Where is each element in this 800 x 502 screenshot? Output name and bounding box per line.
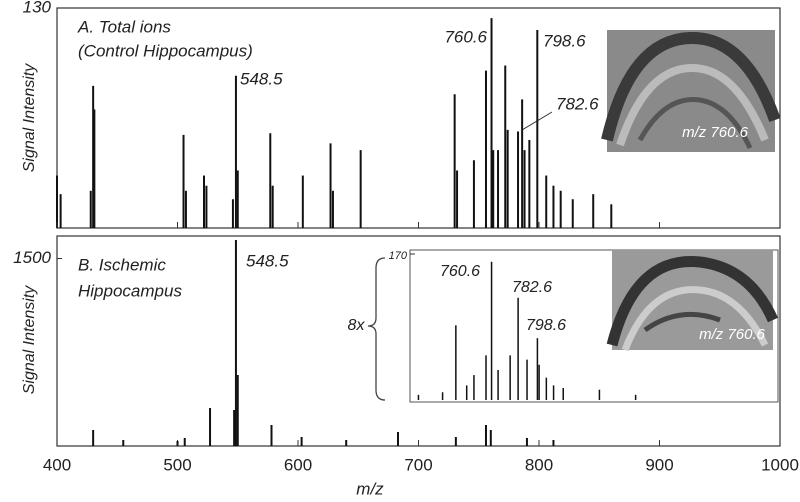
peak-label: 782.6: [556, 94, 599, 113]
peak-label: 760.6: [440, 263, 480, 280]
y-axis-label: Signal Intensity: [21, 285, 38, 395]
peak-label: 760.6: [444, 27, 487, 46]
y-tick-label: 170: [389, 250, 408, 262]
y-axis-label: Signal Intensity: [21, 63, 38, 173]
panel-title: Hippocampus: [78, 281, 182, 300]
y-tick-label: 130: [23, 0, 52, 16]
peak-label: 782.6: [512, 279, 552, 296]
x-tick-label: 700: [404, 455, 432, 474]
tissue-image-a: [601, 30, 781, 152]
panel-title: A. Total ions: [77, 17, 171, 36]
y-tick-label: 1500: [13, 248, 51, 267]
tissue-image-b: [606, 250, 779, 352]
image-label: m/z 760.6: [682, 124, 749, 141]
scale-label: 8x: [348, 317, 366, 334]
x-tick-label: 1000: [761, 455, 799, 474]
peak-label: 548.5: [240, 69, 283, 88]
x-tick-label: 500: [163, 455, 191, 474]
x-axis-label: m/z: [356, 479, 384, 498]
peak-label: 548.5: [246, 251, 289, 270]
peak-label: 798.6: [543, 31, 586, 50]
peak-label: 798.6: [526, 317, 566, 334]
x-tick-label: 600: [284, 455, 312, 474]
x-tick-label: 400: [43, 455, 71, 474]
image-label: m/z 760.6: [699, 326, 766, 343]
panel-title: (Control Hippocampus): [78, 41, 253, 60]
x-tick-label: 800: [525, 455, 553, 474]
panel-title: B. Ischemic: [78, 255, 166, 274]
x-tick-label: 900: [645, 455, 673, 474]
scale-brace: [367, 257, 386, 401]
